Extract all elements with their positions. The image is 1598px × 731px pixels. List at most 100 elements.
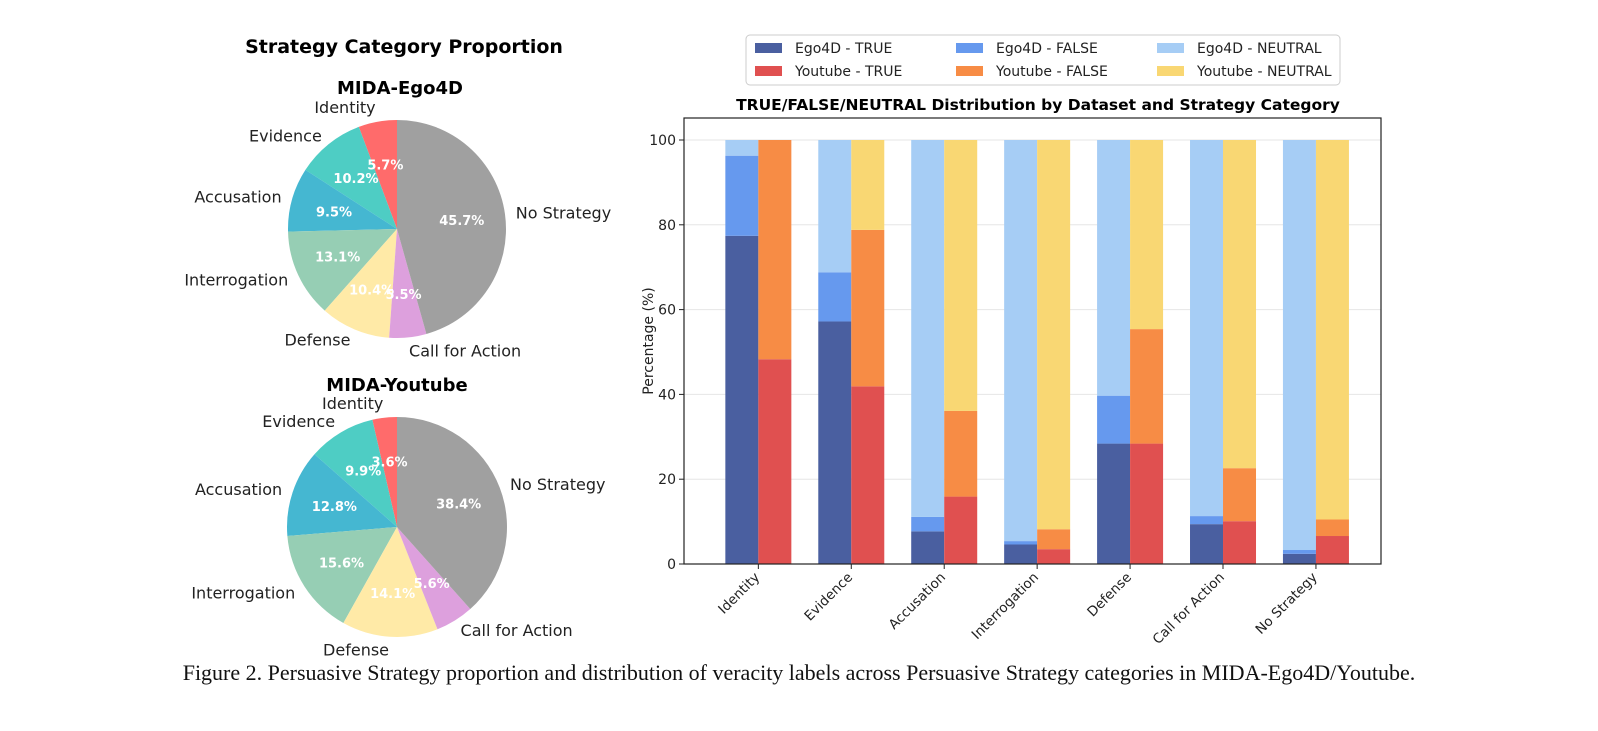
pie-slice-no-strategy (397, 120, 506, 334)
pie-percent-label: 9.5% (316, 205, 352, 220)
pie-youtube-title: MIDA-Youtube (326, 375, 467, 396)
bar-ego4d-false-defense (1097, 395, 1131, 444)
bar-youtube-true-interrogation (1037, 549, 1071, 564)
pie-percent-label: 15.6% (319, 557, 364, 572)
y-tick-label: 0 (667, 557, 676, 573)
pie-category-label: Evidence (249, 127, 322, 146)
bar-ego4d-neutral-defense (1097, 140, 1131, 396)
x-tick-label: Accusation (886, 570, 949, 633)
pie-percent-label: 5.7% (367, 159, 403, 174)
plot-frame (683, 117, 1382, 565)
legend-label: Youtube - NEUTRAL (1196, 64, 1332, 80)
legend-label: Ego4D - TRUE (795, 41, 892, 57)
bar-ego4d-false-accusation (911, 516, 945, 532)
pie-ego4d: 5.7% Identity 10.2% Evidence 9.5% Accusation 1… (184, 98, 611, 360)
bar-youtube-true-call-for-action (1223, 521, 1257, 564)
pie-slice-defense (324, 229, 397, 338)
bar-ego4d-true-no-strategy (1282, 553, 1316, 564)
pie-youtube: 3.6% Identity 9.9% Evidence 12.8% Accusation 1… (191, 394, 605, 660)
bar-youtube-neutral-evidence (851, 140, 885, 230)
bar-youtube-true-defense (1130, 443, 1164, 564)
pie-percent-label: 9.9% (345, 464, 381, 479)
bar-youtube-true-evidence (851, 386, 885, 564)
bar-youtube-false-call-for-action (1223, 468, 1257, 522)
pie-category-label: Defense (323, 641, 389, 660)
pie-slice-no-strategy (397, 417, 507, 610)
pie-percent-label: 13.1% (315, 251, 360, 266)
pie-percent-label: 10.2% (333, 172, 378, 187)
pie-percent-label: 10.4% (349, 283, 394, 298)
bar-youtube-false-no-strategy (1315, 519, 1349, 537)
legend-label: Ego4D - NEUTRAL (1197, 41, 1322, 57)
y-axis-label: Percentage (%) (641, 287, 657, 394)
x-tick-label: Interrogation (969, 570, 1042, 643)
bar-ego4d-false-no-strategy (1282, 550, 1316, 554)
legend-box (745, 34, 1341, 86)
x-tick-label: Identity (715, 570, 763, 618)
bar-youtube-false-interrogation (1037, 529, 1071, 550)
bar-series (725, 140, 1349, 564)
bar-ego4d-true-evidence (818, 321, 852, 564)
bar-ego4d-false-evidence (818, 272, 852, 322)
legend-swatch-youtube-false (956, 66, 983, 76)
bar-chart-title: TRUE/FALSE/NEUTRAL Distribution by Datas… (736, 96, 1340, 114)
pie-slice-defense (343, 527, 438, 638)
pie-category-label: Evidence (262, 412, 335, 431)
legend-swatch-youtube-true (755, 66, 782, 76)
bar-ego4d-true-identity (725, 235, 759, 564)
bar-youtube-false-accusation (944, 410, 978, 497)
legend-swatch-ego4d-true (755, 43, 782, 53)
bar-ego4d-true-accusation (911, 531, 945, 564)
pie-category-label: No Strategy (516, 204, 611, 223)
bar-youtube-false-evidence (851, 229, 885, 387)
pie-slice-accusation (287, 454, 397, 536)
pie-percent-label: 38.4% (436, 497, 481, 512)
y-tick-label: 20 (658, 472, 676, 488)
bar-ego4d-neutral-identity (725, 140, 759, 156)
pie-percent-label: 12.8% (312, 500, 357, 515)
pie-slice-interrogation (288, 229, 397, 311)
bar-youtube-neutral-defense (1130, 140, 1164, 330)
y-tick-label: 60 (658, 303, 676, 319)
legend-swatch-youtube-neutral (1157, 66, 1184, 76)
bar-ego4d-false-call-for-action (1190, 516, 1224, 525)
bar-youtube-neutral-accusation (944, 140, 978, 411)
pie-category-label: Identity (322, 394, 383, 413)
pie-category-label: Interrogation (184, 270, 288, 289)
bar-ego4d-true-interrogation (1004, 544, 1038, 564)
x-tick-label: Defense (1084, 570, 1135, 621)
pie-slice-call-for-action (397, 527, 471, 630)
legend-label: Ego4D - FALSE (996, 41, 1098, 57)
pie-category-label: Call for Action (461, 621, 573, 640)
bar-ego4d-true-call-for-action (1190, 524, 1224, 564)
pie-slice-identity (358, 120, 397, 229)
pie-percent-label: 3.6% (372, 455, 408, 470)
pie-category-label: Accusation (194, 187, 281, 206)
bar-ego4d-false-interrogation (1004, 541, 1038, 545)
pie-category-label: Accusation (195, 480, 282, 499)
pie-category-label: Call for Action (409, 341, 521, 360)
pie-percent-label: 45.7% (439, 214, 484, 229)
pie-category-label: Identity (314, 98, 375, 117)
bar-youtube-neutral-interrogation (1037, 140, 1071, 530)
legend-swatch-ego4d-false (956, 43, 983, 53)
pie-percent-label: 14.1% (370, 587, 415, 602)
bar-ego4d-neutral-interrogation (1004, 140, 1038, 542)
bar-youtube-true-accusation (944, 496, 978, 564)
x-tick-label: Evidence (801, 570, 856, 625)
bar-ego4d-neutral-call-for-action (1190, 140, 1224, 517)
legend-label: Youtube - TRUE (794, 64, 902, 80)
pie-category-label: Interrogation (191, 583, 295, 602)
bar-youtube-false-defense (1130, 329, 1164, 444)
pie-percent-label: 5.5% (386, 288, 422, 303)
bar-youtube-neutral-no-strategy (1315, 140, 1349, 520)
bar-ego4d-neutral-no-strategy (1282, 140, 1316, 551)
pie-slice-evidence (305, 126, 397, 229)
x-tick-label: Call for Action (1150, 570, 1228, 648)
bar-youtube-false-identity (758, 140, 792, 360)
legend-swatch-ego4d-neutral (1157, 43, 1184, 53)
bar-ego4d-neutral-evidence (818, 140, 852, 273)
bar-ego4d-true-defense (1097, 443, 1131, 564)
bar-youtube-neutral-call-for-action (1223, 140, 1257, 469)
